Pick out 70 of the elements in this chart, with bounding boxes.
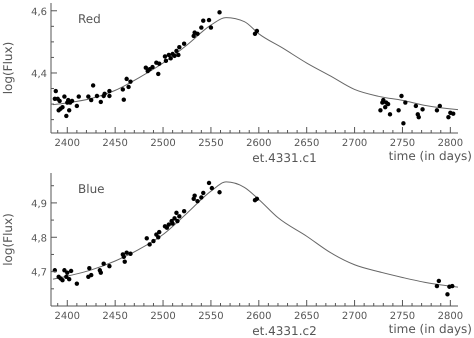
point [199,195,204,200]
text: Red [78,12,101,26]
point [217,190,222,194]
text: Blue [78,182,105,196]
x-tick-label: 2650 [294,311,320,322]
text: et.4331.c2 [252,324,317,338]
point [128,252,133,256]
x-tick-label: 2550 [198,138,224,149]
x-tick-label: 2550 [198,311,224,322]
point [166,222,171,227]
point [174,210,179,216]
x-tick-label: 2700 [342,138,368,149]
point [195,198,200,204]
point [206,180,212,186]
point [66,276,72,282]
point [74,281,80,286]
y-tick-label: 4,4 [31,68,47,80]
point [210,186,214,190]
text: et.4331.c1 [252,151,317,165]
point [170,221,175,226]
x-tick-label: 2600 [246,311,272,322]
point [175,218,180,224]
x-tick-label: 2500 [150,138,176,149]
point [147,242,152,247]
point [434,284,440,288]
point [124,250,129,255]
point [89,272,94,278]
point [64,274,69,279]
point [157,230,162,234]
point [182,208,186,214]
x-tick-label: 2450 [102,311,128,322]
point [101,262,106,266]
x-tick-label: 2800 [438,138,464,149]
y-tick-label: 4,7 [31,268,47,279]
x-tick-label: 2650 [294,138,320,149]
point [450,284,454,288]
point [156,235,160,240]
y-tick-label: 4,9 [31,198,47,210]
point [445,292,450,297]
point [62,268,67,272]
point [151,238,156,244]
point [68,268,74,274]
x-tick-label: 2600 [246,138,272,149]
x-tick-label: 2700 [342,311,368,322]
line-series [52,181,458,288]
point [65,270,70,275]
point [201,190,206,196]
y-tick-label: 4,8 [31,233,47,244]
x-axis-title: time (in days) [388,149,472,163]
point [177,214,182,218]
point [192,193,197,198]
x-tick-label: 2450 [102,138,128,149]
y-tick-label: 4,6 [31,6,47,18]
point [98,270,103,275]
y-axis-title: log(Flux) [1,42,15,94]
point [87,266,92,270]
x-tick-label: 2800 [438,311,464,322]
point [436,278,442,284]
point [122,254,126,260]
x-tick-label: 2500 [150,311,176,322]
x-tick-label: 2750 [390,138,416,149]
point [144,236,149,240]
point [122,259,127,264]
x-tick-label: 2400 [54,311,80,322]
point [107,264,112,268]
point [172,216,177,221]
x-tick-label: 2400 [54,138,80,149]
x-tick-label: 2750 [390,311,416,322]
x-axis-title: time (in days) [388,322,472,336]
y-axis-title: log(Flux) [1,213,15,266]
